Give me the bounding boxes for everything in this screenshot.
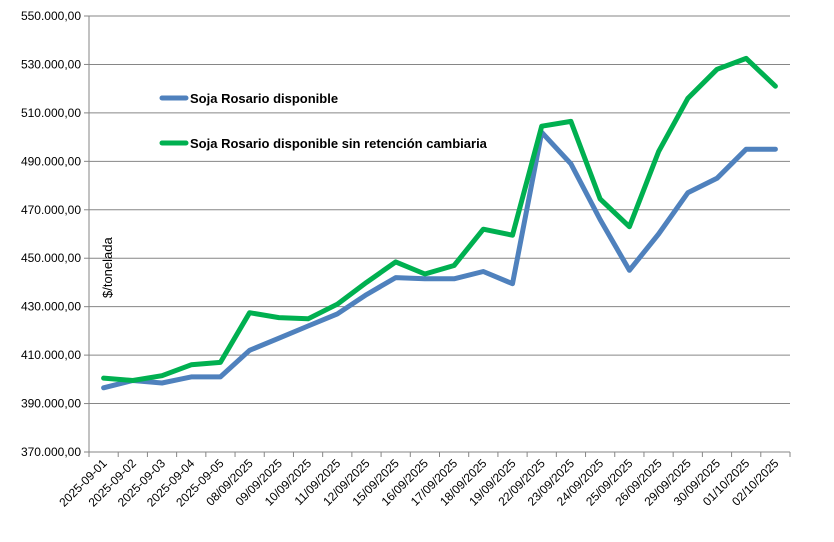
axes	[88, 16, 791, 457]
y-axis-title: $/tonelada	[100, 237, 115, 298]
y-tick-label: 410.000,00	[21, 348, 81, 362]
x-tick-labels: 2025-09-012025-09-022025-09-032025-09-04…	[56, 456, 781, 510]
y-tick-label: 370.000,00	[21, 445, 81, 459]
legend: Soja Rosario disponible Soja Rosario disp…	[159, 91, 488, 151]
series-line-1	[101, 129, 778, 391]
series-lines	[101, 55, 778, 391]
y-tick-label: 390.000,00	[21, 397, 81, 411]
y-tick-label: 510.000,00	[21, 106, 81, 120]
legend-label: Soja Rosario disponible sin retención ca…	[190, 136, 488, 151]
series-line-2	[101, 55, 778, 383]
y-tick-label: 530.000,00	[21, 57, 81, 71]
y-tick-labels: 370.000,00 390.000,00 410.000,00 430.000,00…	[21, 9, 81, 459]
y-tick-label: 470.000,00	[21, 203, 81, 217]
legend-label: Soja Rosario disponible	[190, 91, 338, 106]
y-tick-label: 550.000,00	[21, 9, 81, 23]
grid-lines	[84, 15, 790, 453]
y-tick-label: 430.000,00	[21, 300, 81, 314]
y-tick-label: 450.000,00	[21, 251, 81, 265]
y-tick-label: 490.000,00	[21, 154, 81, 168]
